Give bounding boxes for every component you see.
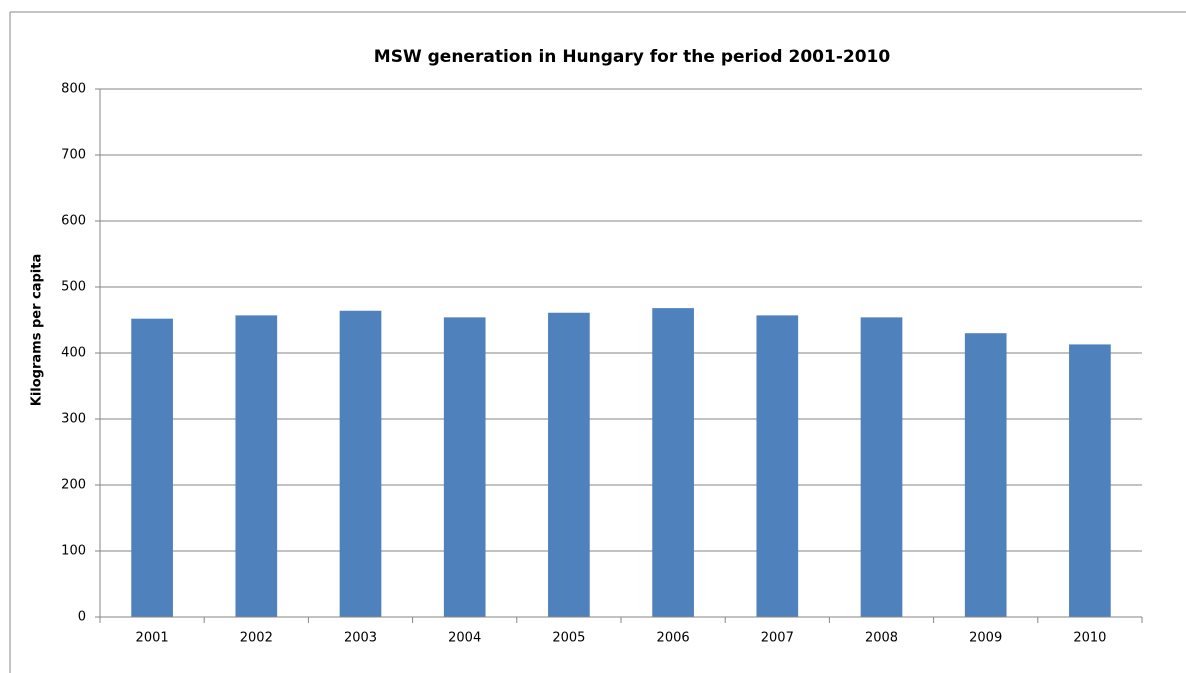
x-tick-label: 2005 — [552, 631, 585, 646]
bar — [443, 317, 486, 617]
bar — [860, 317, 903, 617]
y-tick-label: 600 — [61, 214, 86, 229]
bar — [756, 315, 799, 617]
y-tick-label: 500 — [61, 280, 86, 295]
bar — [964, 333, 1007, 617]
x-tick-label: 2008 — [865, 631, 898, 646]
y-tick-label: 300 — [61, 412, 86, 427]
y-tick-label: 400 — [61, 346, 86, 361]
y-tick-label: 200 — [61, 478, 86, 493]
y-tick-label: 100 — [61, 544, 86, 559]
y-axis-label: Kilograms per capita — [30, 254, 45, 407]
bar — [652, 308, 694, 617]
bar — [1069, 344, 1111, 617]
x-tick-label: 2001 — [136, 631, 169, 646]
x-tick-label: 2009 — [969, 631, 1002, 646]
x-tick-label: 2007 — [761, 631, 794, 646]
x-tick-label: 2002 — [240, 631, 273, 646]
x-tick-label: 2006 — [657, 631, 690, 646]
bar — [131, 318, 173, 617]
bar — [339, 310, 382, 617]
y-tick-label: 700 — [61, 148, 86, 163]
y-tick-label: 0 — [78, 610, 86, 625]
bar — [548, 312, 590, 617]
bar — [235, 315, 278, 617]
x-tick-label: 2003 — [344, 631, 377, 646]
x-tick-label: 2010 — [1073, 631, 1106, 646]
chart-title: MSW generation in Hungary for the period… — [374, 47, 891, 67]
x-tick-label: 2004 — [448, 631, 481, 646]
y-tick-label: 800 — [61, 82, 86, 97]
